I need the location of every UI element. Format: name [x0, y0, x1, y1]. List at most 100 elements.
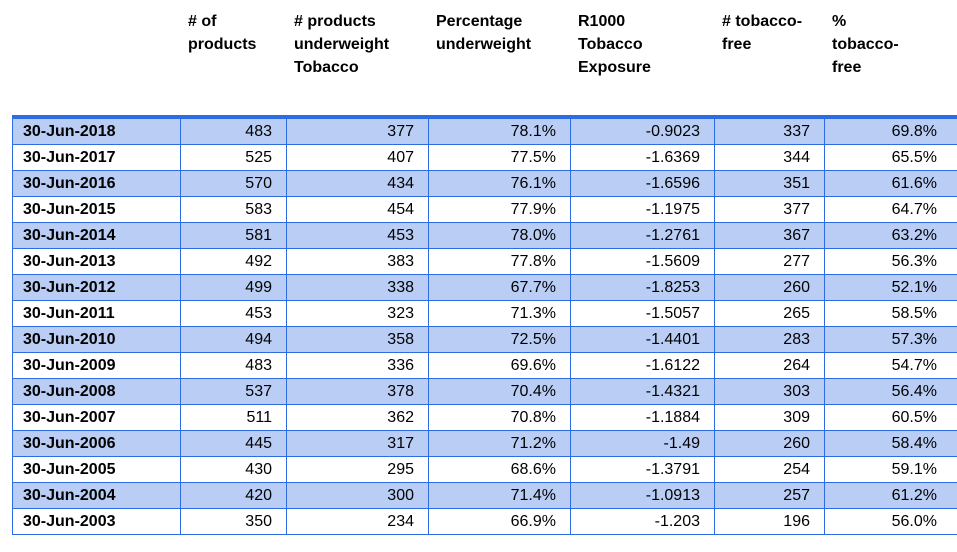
- row-label-cell: 30-Jun-2014: [12, 222, 181, 249]
- cell-r1000-tobacco-exposure: -1.6122: [570, 352, 715, 379]
- cell-num-products: 583: [180, 196, 287, 223]
- cell-percentage-underweight: 77.8%: [428, 248, 571, 275]
- cell-num-products-underweight-tobacco: 336: [286, 352, 429, 379]
- table-row: 30-Jun-2005 430 295 68.6% -1.3791 254 59…: [12, 456, 957, 483]
- row-label-cell: 30-Jun-2011: [12, 300, 181, 327]
- cell-pct-tobacco-free: 56.0%: [824, 508, 957, 535]
- cell-num-products-underweight-tobacco: 362: [286, 404, 429, 431]
- table-row: 30-Jun-2007 511 362 70.8% -1.1884 309 60…: [12, 404, 957, 431]
- table-row: 30-Jun-2003 350 234 66.9% -1.203 196 56.…: [12, 508, 957, 535]
- cell-num-tobacco-free: 265: [714, 300, 825, 327]
- column-header-percentage-underweight: Percentage underweight: [436, 13, 532, 53]
- cell-num-tobacco-free: 337: [714, 116, 825, 145]
- cell-r1000-tobacco-exposure: -1.1975: [570, 196, 715, 223]
- cell-num-products: 511: [180, 404, 287, 431]
- cell-num-products-underweight-tobacco: 383: [286, 248, 429, 275]
- cell-num-products: 453: [180, 300, 287, 327]
- cell-percentage-underweight: 68.6%: [428, 456, 571, 483]
- cell-num-products: 430: [180, 456, 287, 483]
- table-row: 30-Jun-2017 525 407 77.5% -1.6369 344 65…: [12, 144, 957, 171]
- table-row: 30-Jun-2008 537 378 70.4% -1.4321 303 56…: [12, 378, 957, 405]
- table-row: 30-Jun-2011 453 323 71.3% -1.5057 265 58…: [12, 300, 957, 327]
- cell-percentage-underweight: 77.9%: [428, 196, 571, 223]
- cell-pct-tobacco-free: 54.7%: [824, 352, 957, 379]
- cell-percentage-underweight: 71.4%: [428, 482, 571, 509]
- cell-percentage-underweight: 78.1%: [428, 116, 571, 145]
- cell-num-tobacco-free: 254: [714, 456, 825, 483]
- row-label-cell: 30-Jun-2006: [12, 430, 181, 457]
- cell-pct-tobacco-free: 59.1%: [824, 456, 957, 483]
- row-label-cell: 30-Jun-2003: [12, 508, 181, 535]
- cell-num-tobacco-free: 377: [714, 196, 825, 223]
- row-label-cell: 30-Jun-2012: [12, 274, 181, 301]
- cell-num-products-underweight-tobacco: 338: [286, 274, 429, 301]
- cell-percentage-underweight: 66.9%: [428, 508, 571, 535]
- column-header-r1000-tobacco-exposure: R1000 Tobacco Exposure: [578, 13, 651, 76]
- cell-percentage-underweight: 71.2%: [428, 430, 571, 457]
- row-label-cell: 30-Jun-2016: [12, 170, 181, 197]
- row-label-cell: 30-Jun-2005: [12, 456, 181, 483]
- column-header-pct-tobacco-free: % tobacco- free: [832, 13, 899, 76]
- cell-r1000-tobacco-exposure: -0.9023: [570, 116, 715, 145]
- table-row: 30-Jun-2010 494 358 72.5% -1.4401 283 57…: [12, 326, 957, 353]
- row-label-cell: 30-Jun-2007: [12, 404, 181, 431]
- cell-percentage-underweight: 70.4%: [428, 378, 571, 405]
- tobacco-data-sheet: # of products # products underweight Tob…: [12, 0, 957, 535]
- cell-num-products-underweight-tobacco: 453: [286, 222, 429, 249]
- cell-num-products-underweight-tobacco: 407: [286, 144, 429, 171]
- cell-pct-tobacco-free: 58.4%: [824, 430, 957, 457]
- table-header: # of products # products underweight Tob…: [12, 0, 957, 79]
- cell-num-products: 483: [180, 352, 287, 379]
- row-label-cell: 30-Jun-2015: [12, 196, 181, 223]
- column-header-blank: [12, 10, 180, 79]
- cell-r1000-tobacco-exposure: -1.6596: [570, 170, 715, 197]
- cell-num-products: 350: [180, 508, 287, 535]
- row-label-cell: 30-Jun-2010: [12, 326, 181, 353]
- row-label-cell: 30-Jun-2008: [12, 378, 181, 405]
- cell-num-tobacco-free: 196: [714, 508, 825, 535]
- cell-percentage-underweight: 77.5%: [428, 144, 571, 171]
- cell-pct-tobacco-free: 61.2%: [824, 482, 957, 509]
- cell-percentage-underweight: 72.5%: [428, 326, 571, 353]
- cell-num-tobacco-free: 367: [714, 222, 825, 249]
- cell-percentage-underweight: 70.8%: [428, 404, 571, 431]
- cell-num-products-underweight-tobacco: 434: [286, 170, 429, 197]
- table-row: 30-Jun-2004 420 300 71.4% -1.0913 257 61…: [12, 482, 957, 509]
- table-row: 30-Jun-2009 483 336 69.6% -1.6122 264 54…: [12, 352, 957, 379]
- cell-pct-tobacco-free: 56.4%: [824, 378, 957, 405]
- column-header-num-tobacco-free: # tobacco- free: [722, 13, 803, 53]
- cell-num-products: 581: [180, 222, 287, 249]
- cell-num-products: 445: [180, 430, 287, 457]
- row-label-cell: 30-Jun-2009: [12, 352, 181, 379]
- cell-num-products-underweight-tobacco: 454: [286, 196, 429, 223]
- cell-r1000-tobacco-exposure: -1.6369: [570, 144, 715, 171]
- table-row: 30-Jun-2015 583 454 77.9% -1.1975 377 64…: [12, 196, 957, 223]
- cell-r1000-tobacco-exposure: -1.203: [570, 508, 715, 535]
- cell-num-products: 525: [180, 144, 287, 171]
- cell-percentage-underweight: 69.6%: [428, 352, 571, 379]
- table-row: 30-Jun-2014 581 453 78.0% -1.2761 367 63…: [12, 222, 957, 249]
- table-row: 30-Jun-2018 483 377 78.1% -0.9023 337 69…: [12, 116, 957, 145]
- cell-r1000-tobacco-exposure: -1.4321: [570, 378, 715, 405]
- cell-num-products: 494: [180, 326, 287, 353]
- column-header-num-products: # of products: [188, 13, 257, 53]
- cell-num-products: 483: [180, 116, 287, 145]
- cell-percentage-underweight: 78.0%: [428, 222, 571, 249]
- cell-num-products-underweight-tobacco: 323: [286, 300, 429, 327]
- row-label-cell: 30-Jun-2017: [12, 144, 181, 171]
- cell-num-products: 499: [180, 274, 287, 301]
- cell-num-tobacco-free: 344: [714, 144, 825, 171]
- cell-pct-tobacco-free: 57.3%: [824, 326, 957, 353]
- cell-num-tobacco-free: 277: [714, 248, 825, 275]
- cell-num-tobacco-free: 264: [714, 352, 825, 379]
- column-header-num-products-underweight-tobacco: # products underweight Tobacco: [294, 13, 390, 76]
- cell-percentage-underweight: 76.1%: [428, 170, 571, 197]
- cell-num-products-underweight-tobacco: 377: [286, 116, 429, 145]
- table-row: 30-Jun-2012 499 338 67.7% -1.8253 260 52…: [12, 274, 957, 301]
- cell-num-products-underweight-tobacco: 378: [286, 378, 429, 405]
- cell-num-tobacco-free: 283: [714, 326, 825, 353]
- row-label-cell: 30-Jun-2004: [12, 482, 181, 509]
- cell-r1000-tobacco-exposure: -1.5609: [570, 248, 715, 275]
- cell-num-products-underweight-tobacco: 358: [286, 326, 429, 353]
- cell-pct-tobacco-free: 58.5%: [824, 300, 957, 327]
